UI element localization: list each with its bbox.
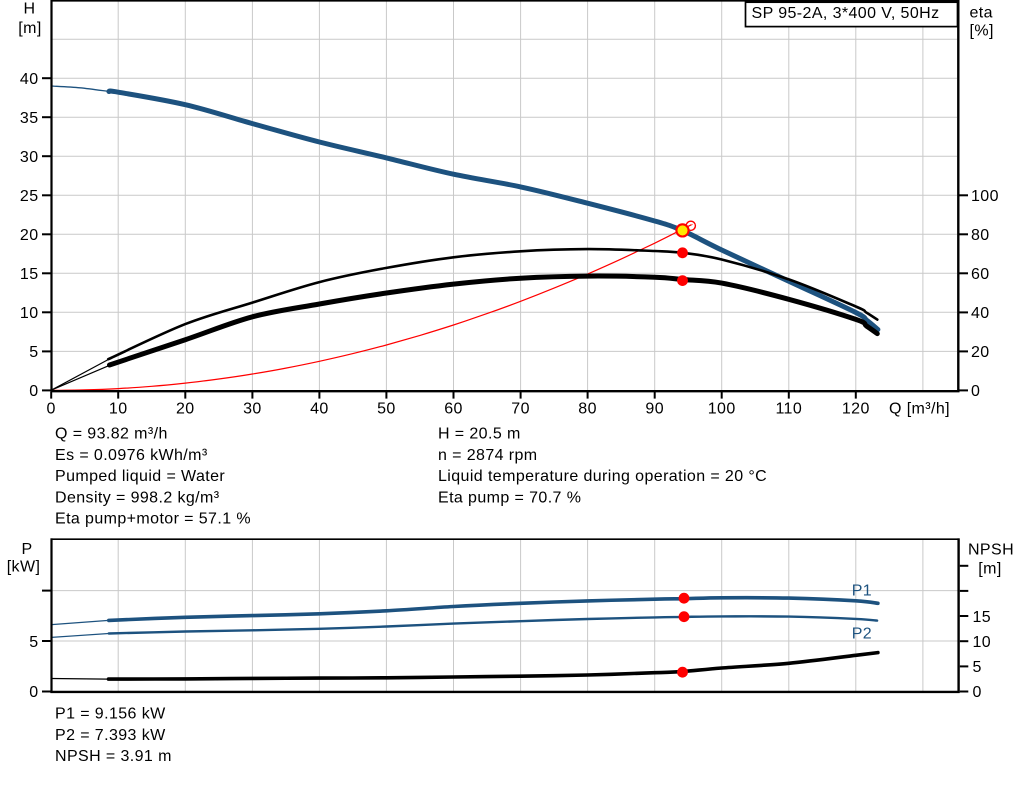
svg-text:0: 0 [47,401,56,418]
svg-text:[m]: [m] [18,20,41,37]
svg-text:15: 15 [20,266,39,283]
svg-text:100: 100 [971,188,999,205]
svg-text:40: 40 [310,401,329,418]
svg-text:10: 10 [109,401,128,418]
svg-text:10: 10 [20,305,39,322]
svg-text:NPSH = 3.91 m: NPSH = 3.91 m [55,748,172,765]
svg-text:15: 15 [973,609,992,626]
svg-text:40: 40 [971,305,990,322]
svg-text:P2 = 7.393 kW: P2 = 7.393 kW [55,727,166,744]
svg-text:0: 0 [29,684,38,701]
svg-text:20: 20 [20,227,39,244]
svg-text:eta: eta [970,5,993,22]
svg-text:Es = 0.0976 kWh/m³: Es = 0.0976 kWh/m³ [55,447,208,464]
svg-text:[%]: [%] [970,23,994,40]
svg-text:10: 10 [973,634,992,651]
svg-text:80: 80 [971,227,990,244]
svg-text:60: 60 [971,266,990,283]
svg-text:Eta pump = 70.7 %: Eta pump = 70.7 % [438,489,581,506]
svg-text:P: P [21,541,32,558]
svg-text:n = 2874 rpm: n = 2874 rpm [438,447,538,464]
svg-text:35: 35 [20,110,39,127]
svg-text:Q [m³/h]: Q [m³/h] [889,401,950,418]
svg-text:NPSH: NPSH [968,541,1014,558]
svg-text:20: 20 [176,401,195,418]
svg-text:120: 120 [842,401,870,418]
svg-text:SP 95-2A, 3*400 V, 50Hz: SP 95-2A, 3*400 V, 50Hz [752,5,940,22]
svg-text:P2: P2 [852,625,872,642]
svg-text:40: 40 [20,71,39,88]
svg-text:0: 0 [973,684,982,701]
svg-text:[kW]: [kW] [7,559,41,576]
svg-text:P1 = 9.156 kW: P1 = 9.156 kW [55,706,166,723]
svg-text:H: H [24,1,36,18]
svg-text:30: 30 [20,149,39,166]
svg-text:30: 30 [243,401,262,418]
svg-text:Q = 93.82 m³/h: Q = 93.82 m³/h [55,426,168,443]
svg-text:25: 25 [20,188,39,205]
svg-text:70: 70 [511,401,530,418]
svg-text:90: 90 [645,401,664,418]
svg-text:50: 50 [377,401,396,418]
svg-text:0: 0 [971,383,980,400]
svg-text:0: 0 [29,383,38,400]
svg-text:20: 20 [971,344,990,361]
svg-text:5: 5 [29,634,38,651]
svg-text:110: 110 [775,401,802,418]
svg-text:H = 20.5 m: H = 20.5 m [438,426,521,443]
svg-text:Density = 998.2 kg/m³: Density = 998.2 kg/m³ [55,489,220,506]
svg-text:Pumped liquid = Water: Pumped liquid = Water [55,468,225,485]
svg-text:[m]: [m] [978,561,1001,578]
svg-text:P1: P1 [852,582,872,599]
svg-text:Eta pump+motor = 57.1 %: Eta pump+motor = 57.1 % [55,511,251,528]
svg-text:60: 60 [444,401,463,418]
svg-text:100: 100 [708,401,736,418]
svg-text:80: 80 [578,401,597,418]
svg-text:5: 5 [29,344,38,361]
svg-text:Liquid temperature during oper: Liquid temperature during operation = 20… [438,468,767,485]
svg-text:5: 5 [973,659,982,676]
